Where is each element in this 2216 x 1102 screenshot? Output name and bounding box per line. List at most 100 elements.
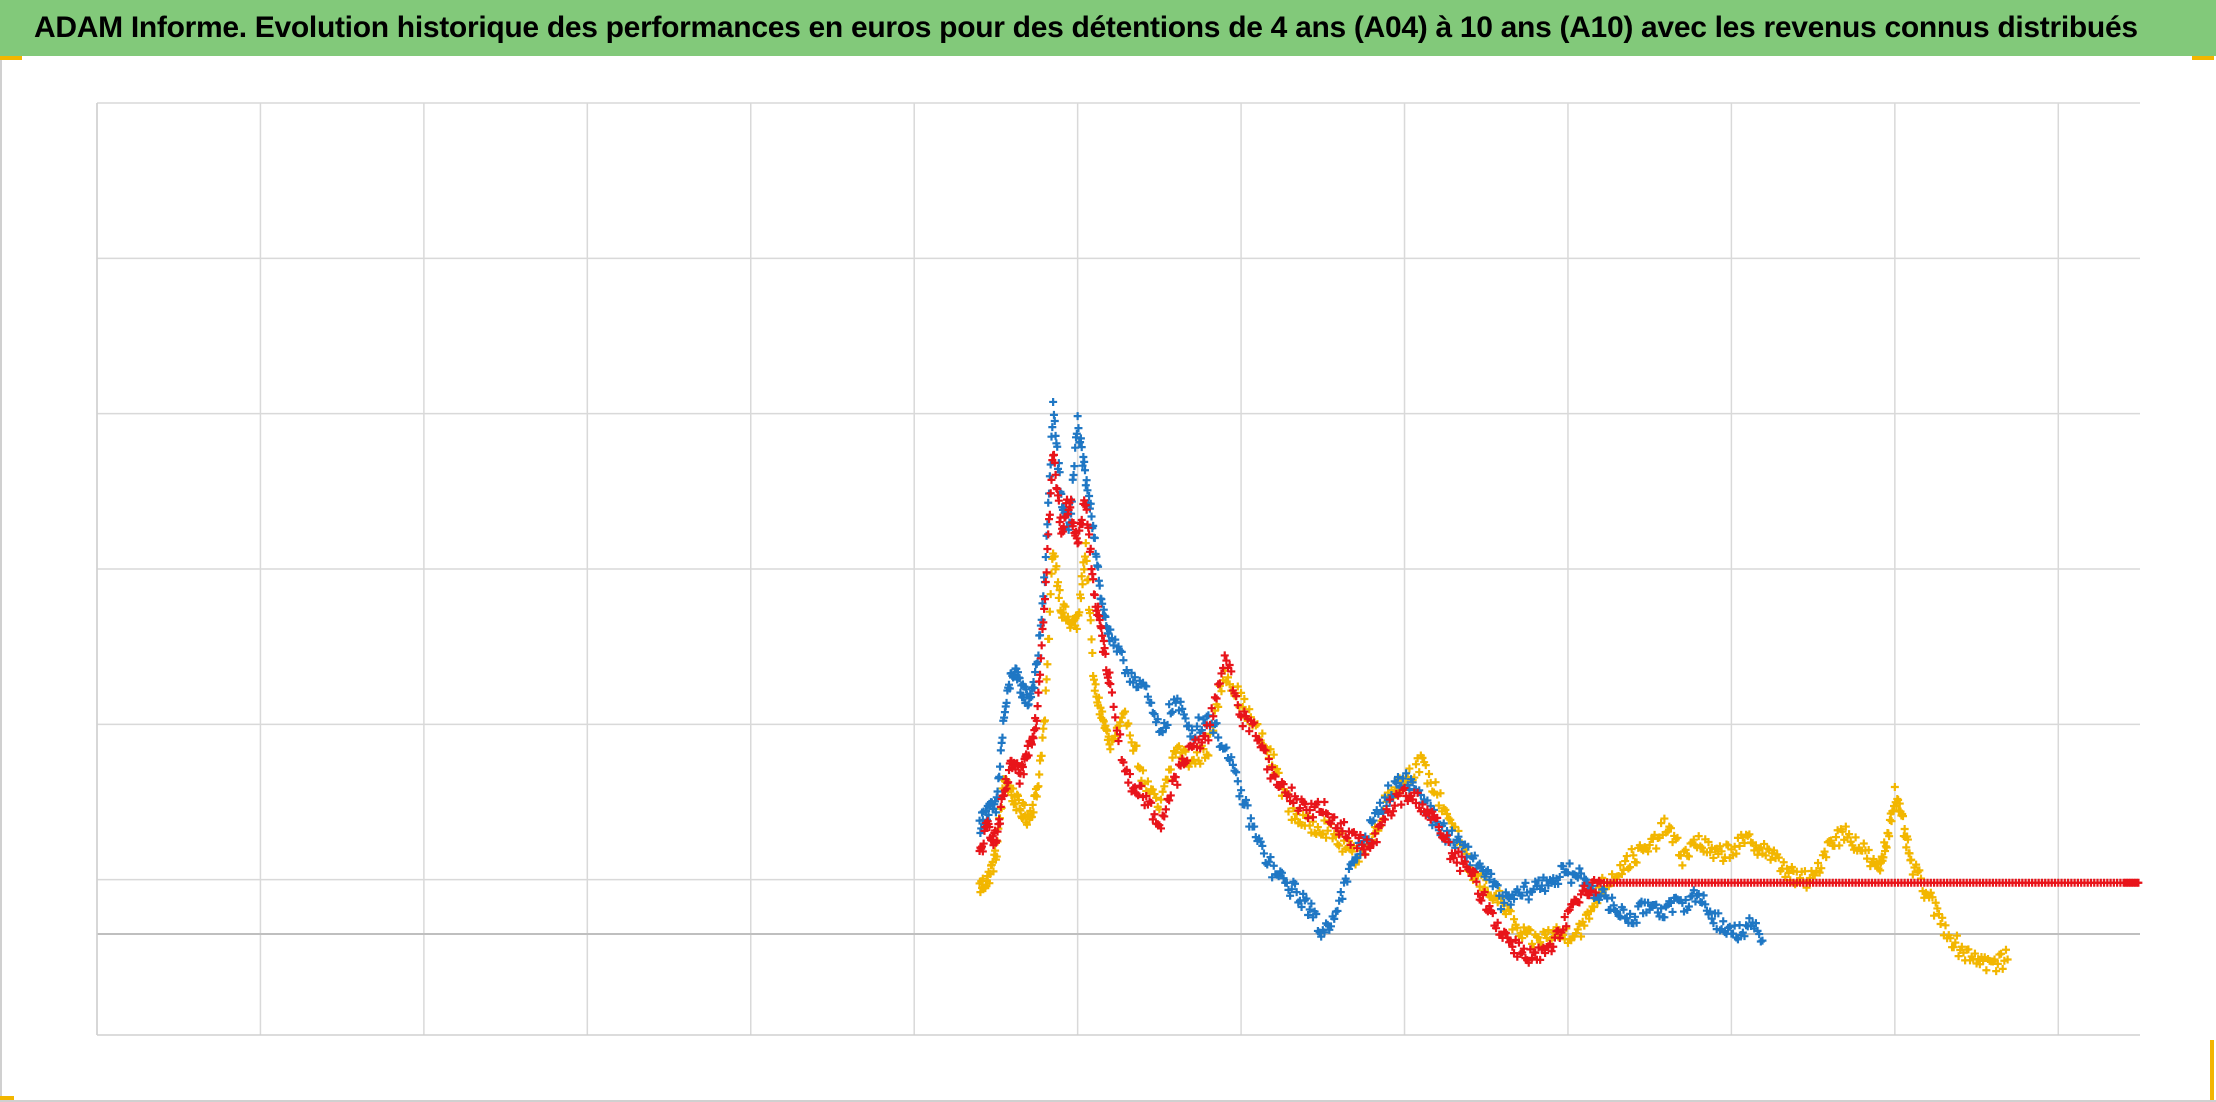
data-point — [1305, 806, 1314, 815]
data-point — [1377, 821, 1386, 830]
data-point — [1362, 835, 1371, 844]
data-point — [1209, 712, 1218, 721]
data-point — [1982, 966, 1991, 975]
data-point — [1312, 909, 1321, 918]
data-point — [1016, 688, 1025, 697]
data-point — [1443, 810, 1452, 819]
data-point — [1343, 877, 1352, 886]
data-point — [1045, 607, 1054, 616]
data-point — [1004, 778, 1013, 787]
data-point — [1089, 521, 1098, 530]
data-point — [1632, 918, 1641, 927]
data-point — [1041, 577, 1050, 586]
data-point — [1165, 796, 1174, 805]
data-point — [1684, 902, 1693, 911]
data-point — [1228, 760, 1237, 769]
data-point — [1127, 668, 1136, 677]
data-point — [1933, 904, 1942, 913]
data-point — [1411, 799, 1420, 808]
data-point — [1291, 814, 1300, 823]
data-point — [1323, 810, 1332, 819]
data-point — [1521, 878, 1530, 887]
data-point — [1075, 526, 1084, 535]
data-point — [991, 808, 1000, 817]
data-point — [1508, 942, 1517, 951]
data-point — [1237, 786, 1246, 795]
data-point — [1577, 869, 1586, 878]
data-point — [1307, 899, 1316, 908]
data-point — [1027, 740, 1036, 749]
data-point — [1051, 431, 1060, 440]
series-2 — [975, 397, 1767, 946]
data-point — [1259, 849, 1268, 858]
data-point — [1082, 505, 1091, 514]
data-point — [1077, 443, 1086, 452]
data-point — [1627, 845, 1636, 854]
data-point — [1224, 673, 1232, 682]
data-point — [1078, 580, 1087, 589]
data-point — [1936, 920, 1945, 929]
data-point — [1158, 728, 1167, 737]
data-point — [1201, 731, 1210, 740]
data-point — [1882, 843, 1891, 852]
data-point — [1879, 853, 1888, 862]
data-point — [1946, 934, 1955, 943]
data-point — [992, 852, 1001, 861]
data-point — [1269, 750, 1278, 759]
data-point — [1403, 796, 1412, 805]
data-point — [1586, 886, 1595, 895]
data-point — [1134, 791, 1143, 800]
data-point — [1036, 670, 1045, 679]
data-point — [1313, 823, 1322, 832]
data-point — [1745, 830, 1754, 839]
data-point — [1496, 905, 1505, 914]
data-point — [1166, 709, 1175, 718]
data-point — [1069, 471, 1078, 480]
data-point — [993, 787, 1002, 796]
data-point — [1015, 674, 1024, 683]
data-point — [1137, 781, 1146, 790]
data-point — [1041, 553, 1050, 562]
data-point — [993, 827, 1002, 836]
data-point — [1554, 879, 1563, 888]
data-point — [1318, 829, 1327, 838]
data-point — [1472, 877, 1481, 886]
data-point — [985, 879, 994, 888]
data-point — [1333, 824, 1342, 833]
data-point — [1125, 731, 1134, 740]
data-point — [1089, 675, 1098, 684]
data-point — [1903, 835, 1912, 844]
data-point — [1049, 450, 1058, 459]
data-point — [1518, 891, 1527, 900]
data-point — [1915, 866, 1924, 875]
data-point — [1165, 700, 1174, 709]
data-point — [1027, 812, 1036, 821]
data-point — [1032, 792, 1041, 801]
data-point — [1480, 872, 1489, 881]
data-point — [1168, 753, 1177, 762]
data-point — [1297, 902, 1306, 911]
data-point — [1255, 735, 1264, 744]
data-point — [1851, 833, 1860, 842]
data-point — [1908, 870, 1917, 879]
data-point — [1209, 728, 1218, 737]
data-point — [1372, 838, 1381, 847]
data-point — [1055, 586, 1064, 595]
data-point — [1567, 878, 1576, 887]
data-point — [1684, 852, 1693, 861]
data-point — [1990, 955, 1999, 964]
data-point — [1217, 669, 1226, 678]
data-point — [1243, 801, 1252, 810]
data-point — [1179, 710, 1188, 719]
data-point — [1109, 702, 1118, 711]
data-point — [1488, 909, 1497, 918]
data-point — [1291, 879, 1300, 888]
data-point — [1503, 933, 1512, 942]
data-point — [1232, 768, 1241, 777]
data-point — [1129, 678, 1138, 687]
data-point — [1061, 602, 1070, 611]
data-point — [1477, 896, 1486, 905]
data-point — [1951, 938, 1960, 947]
data-point — [1405, 764, 1414, 773]
data-point — [1645, 840, 1654, 849]
